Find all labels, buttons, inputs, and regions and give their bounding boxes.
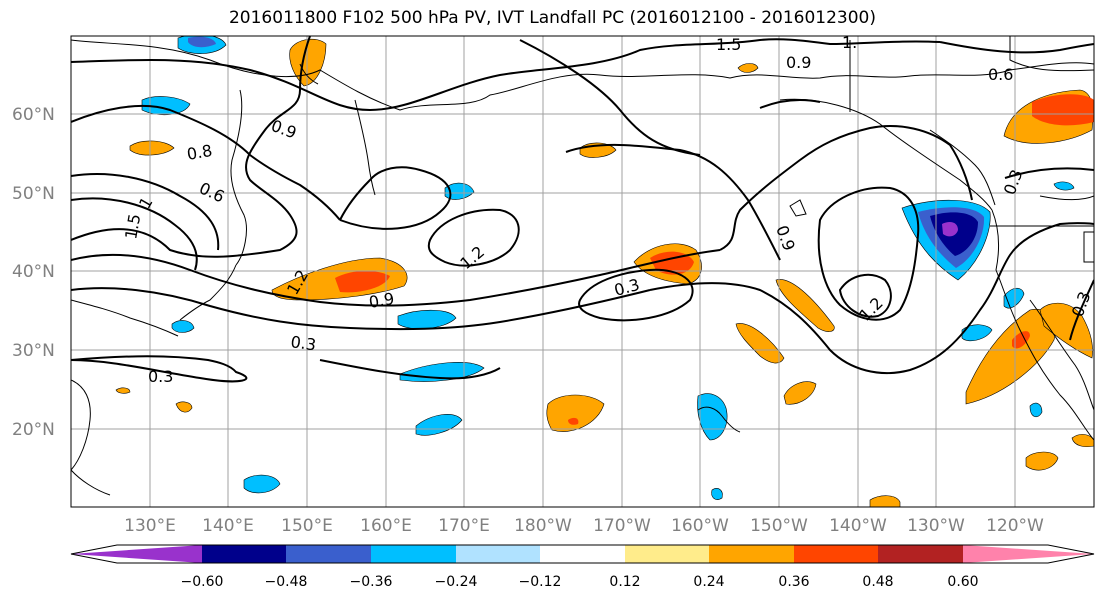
contour-label: 0.6 (988, 65, 1013, 84)
positive-anomaly (869, 495, 901, 507)
lat-label: 20°N (12, 420, 55, 440)
contour-label: 1. (842, 33, 857, 52)
longitude-axis: 130°E 140°E 150°E 160°E 170°E 180°W 170°… (124, 516, 1044, 536)
contour-label: 0.3 (148, 367, 173, 386)
colorbar-tick-label: 0.36 (778, 574, 809, 590)
positive-anomaly (783, 381, 817, 405)
positive-anomaly (775, 279, 835, 332)
colorbar-segment (202, 545, 286, 563)
colorbar-extend-max (963, 545, 1094, 563)
map-title: 2016011800 F102 500 hPa PV, IVT Landfall… (228, 8, 876, 28)
negative-anomaly (961, 324, 993, 342)
colorbar-tick-label: −0.48 (265, 574, 308, 590)
positive-anomaly (115, 387, 131, 394)
negative-anomaly (942, 222, 958, 237)
colorbar-segment (794, 545, 878, 563)
positive-anomaly (1071, 434, 1094, 448)
positive-anomaly (1032, 94, 1094, 126)
lon-label: 130°W (907, 516, 965, 536)
colorbar-segment (371, 545, 456, 563)
map-frame (70, 35, 1095, 508)
colorbar-tick-label: −0.24 (435, 574, 478, 590)
contour-label: 1.5 (716, 35, 741, 54)
colorbar-extend-min (71, 545, 202, 563)
colorbar-tick-label: 0.48 (862, 574, 893, 590)
colorbar-ticks: −0.60 −0.48 −0.36 −0.24 −0.12 0.12 0.24 … (181, 574, 979, 590)
lat-label: 50°N (12, 184, 55, 204)
lat-label: 60°N (12, 105, 55, 125)
lon-label: 160°W (671, 516, 729, 536)
negative-anomaly (141, 96, 191, 116)
lon-label: 140°W (829, 516, 887, 536)
negative-anomaly (711, 488, 723, 500)
pv-contours (71, 36, 1094, 383)
contour-label: 1.5 (121, 212, 144, 240)
pc-shading (115, 36, 1094, 507)
lon-label: 180°W (514, 516, 572, 536)
colorbar-segment (540, 545, 625, 563)
colorbar-tick-label: 0.12 (609, 574, 640, 590)
lon-label: 170°E (438, 516, 490, 536)
negative-anomaly (188, 36, 216, 48)
colorbar-segment (286, 545, 371, 563)
positive-anomaly (737, 63, 759, 73)
positive-anomaly (129, 140, 175, 156)
coastlines (71, 36, 1094, 496)
contour-label: 0.9 (786, 53, 811, 72)
colorbar-segment (709, 545, 794, 563)
colorbar-tick-label: −0.12 (519, 574, 562, 590)
positive-anomaly (546, 394, 605, 432)
colorbar-tick-label: 0.24 (693, 574, 724, 590)
colorbar-segment (456, 545, 540, 563)
negative-anomaly (171, 320, 195, 333)
contour-label: 0.8 (185, 141, 213, 164)
lon-label: 120°W (986, 516, 1044, 536)
lon-label: 140°E (202, 516, 254, 536)
negative-anomaly (415, 414, 463, 436)
colorbar-outline (70, 544, 1095, 564)
colorbar-tick-label: −0.60 (181, 574, 224, 590)
negative-anomaly (1053, 181, 1075, 191)
colorbar-tick-label: 0.60 (947, 574, 978, 590)
colorbar-segment (878, 545, 963, 563)
lon-label: 170°W (593, 516, 651, 536)
colorbar-segment (625, 545, 709, 563)
positive-anomaly (568, 417, 579, 425)
negative-anomaly (243, 474, 281, 494)
lon-label: 150°E (281, 516, 333, 536)
contour-label: 0.3 (289, 332, 317, 354)
positive-anomaly (1039, 302, 1093, 359)
contour-label: 0.9 (367, 289, 395, 312)
positive-anomaly (1012, 331, 1030, 349)
positive-anomaly (735, 323, 785, 364)
negative-anomaly (397, 309, 457, 330)
gridlines (71, 36, 1094, 507)
colorbar-segments (70, 544, 1095, 564)
lat-label: 40°N (12, 262, 55, 282)
lon-label: 150°W (750, 516, 808, 536)
positive-anomaly (335, 270, 390, 293)
lat-label: 30°N (12, 341, 55, 361)
positive-anomaly (175, 401, 193, 413)
colorbar-tick-label: −0.36 (350, 574, 393, 590)
negative-anomaly (1029, 402, 1043, 418)
latitude-axis: 60°N 50°N 40°N 30°N 20°N (12, 105, 55, 440)
lon-label: 130°E (124, 516, 176, 536)
positive-anomaly (1025, 451, 1059, 471)
positive-anomaly (650, 251, 694, 275)
lon-label: 160°E (360, 516, 412, 536)
